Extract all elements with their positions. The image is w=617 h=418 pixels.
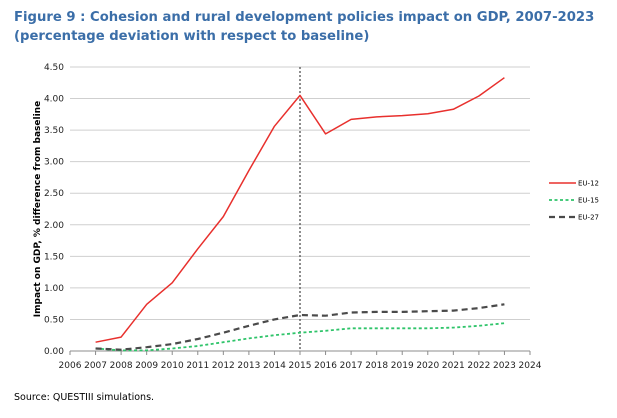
series-line-eu-15 <box>95 322 505 352</box>
axes: 0.00 0.50 1.00 1.50 2.00 2.50 3.00 3.50 4.00 4.50… <box>33 63 542 371</box>
x-tick-label-2014: 2014 <box>263 361 286 371</box>
x-tick-label-2020: 2020 <box>416 361 439 371</box>
x-tick-label-2010: 2010 <box>161 361 184 371</box>
series-lines <box>95 77 505 352</box>
y-tick-label-4.50: 4.50 <box>44 63 64 73</box>
legend-label-eu-12: EU-12 <box>578 180 599 188</box>
y-tick-label-3.50: 3.50 <box>44 126 64 136</box>
x-tick-label-2009: 2009 <box>135 361 158 371</box>
series-line-eu-12 <box>95 77 505 343</box>
x-tick-label-2021: 2021 <box>442 361 465 371</box>
legend-label-eu-15: EU-15 <box>578 197 599 205</box>
y-axis-title: Impact on GDP, % difference from baselin… <box>33 101 43 317</box>
x-tick-label-2015: 2015 <box>289 361 312 371</box>
figure-title: Figure 9 : Cohesion and rural developmen… <box>14 10 595 44</box>
x-tick-label-2024: 2024 <box>519 361 542 371</box>
y-tick-label-0.50: 0.50 <box>44 315 64 325</box>
y-tick-label-3.00: 3.00 <box>44 158 64 168</box>
y-tick-label-2.50: 2.50 <box>44 189 64 199</box>
y-tick-label-0.00: 0.00 <box>44 347 64 357</box>
x-tick-label-2016: 2016 <box>314 361 337 371</box>
x-tick-label-2013: 2013 <box>237 361 260 371</box>
gridlines <box>70 66 530 320</box>
y-tick-label-4.00: 4.00 <box>44 95 64 105</box>
x-tick-label-2017: 2017 <box>340 361 363 371</box>
legend-label-eu-27: EU-27 <box>578 214 599 222</box>
x-tick-label-2022: 2022 <box>467 361 490 371</box>
x-tick-label-2018: 2018 <box>365 361 388 371</box>
y-tick-label-1.00: 1.00 <box>44 284 64 294</box>
x-tick-label-2011: 2011 <box>186 361 209 371</box>
source-note: Source: QUESTIII simulations. <box>14 392 155 403</box>
y-tick-label-1.50: 1.50 <box>44 252 64 262</box>
x-tick-label-2012: 2012 <box>212 361 235 371</box>
series-line-eu-27 <box>95 303 505 351</box>
legend: EU-12 EU-15 EU-27 <box>549 180 599 222</box>
y-tick-label-2.00: 2.00 <box>44 221 64 231</box>
x-tick-label-2019: 2019 <box>391 361 414 371</box>
x-tick-label-2007: 2007 <box>84 361 107 371</box>
x-tick-label-2023: 2023 <box>493 361 516 371</box>
x-tick-label-2006: 2006 <box>59 361 82 371</box>
x-tick-label-2008: 2008 <box>110 361 133 371</box>
